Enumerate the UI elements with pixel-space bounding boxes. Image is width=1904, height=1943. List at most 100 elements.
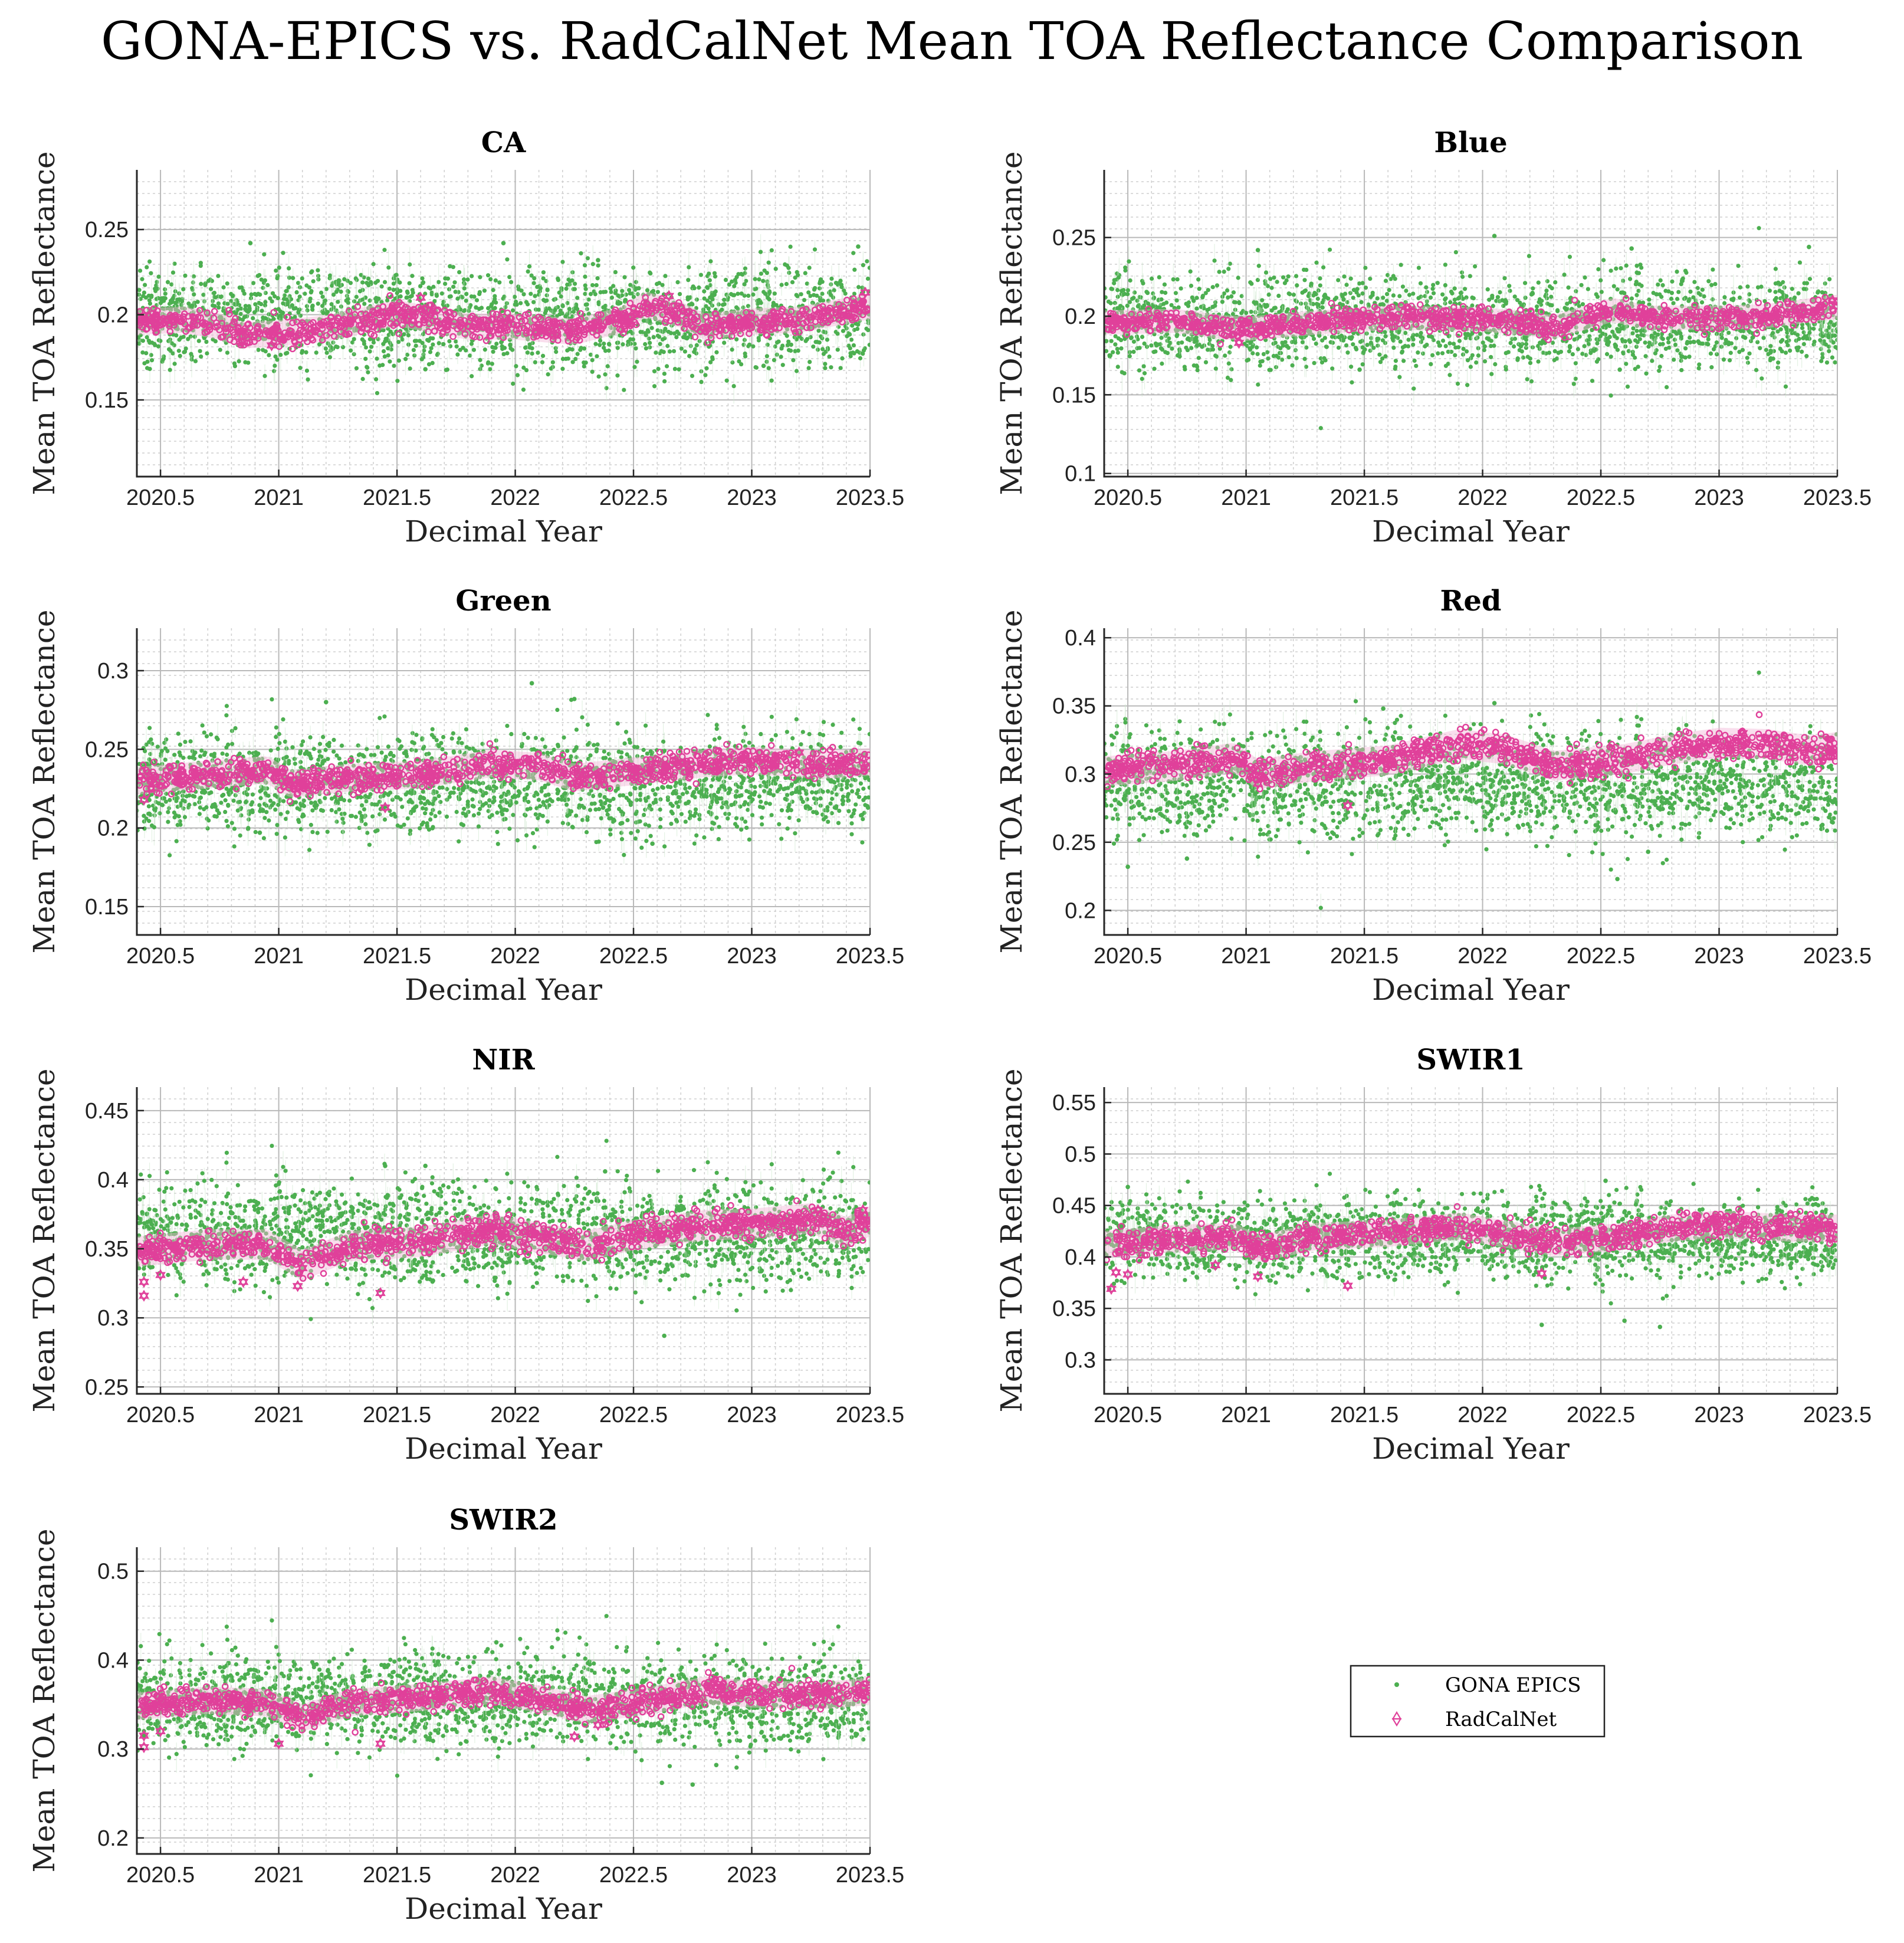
ca-gona-point	[470, 374, 474, 379]
ca-gona-point	[521, 365, 526, 370]
ca-gona-point	[544, 298, 549, 303]
ca-gona-point	[572, 287, 577, 291]
ca-gona-point	[560, 356, 566, 362]
ca-gona-point	[251, 281, 256, 285]
ca-radcalnet-outlier	[664, 290, 675, 302]
ca-gona-point	[704, 304, 708, 308]
ca-gona-point	[550, 360, 555, 365]
ca-radcalnet-point	[331, 321, 339, 329]
ca-gona-point	[560, 304, 565, 308]
ca-radcalnet-point	[176, 318, 184, 325]
ca-gona-point	[772, 357, 777, 363]
ca-radcalnet-point	[852, 315, 859, 322]
ca-radcalnet-point	[674, 319, 682, 326]
ca-radcalnet-point	[313, 326, 320, 334]
ca-gona-point	[751, 344, 756, 349]
ca-gona-point	[795, 294, 800, 298]
ca-gona-point	[435, 352, 440, 356]
ca-gona-point	[271, 369, 277, 373]
ca-xtick-label: 2021	[254, 485, 304, 510]
ca-gona-point	[337, 278, 342, 283]
ca-gona-point	[262, 278, 267, 283]
ca-radcalnet-point	[191, 317, 198, 324]
ca-radcalnet-point	[319, 336, 326, 344]
ca-radcalnet-point	[597, 311, 605, 319]
ca-gona-point	[367, 298, 372, 303]
ca-radcalnet-point	[170, 319, 177, 326]
ca-gona-point	[620, 288, 625, 293]
ca-radcalnet-point	[794, 320, 801, 327]
ca-gona-point	[277, 265, 281, 270]
ca-gona-point	[339, 289, 343, 294]
ca-gona-point	[186, 301, 191, 306]
ca-radcalnet-point	[469, 332, 477, 340]
ca-gona-point	[462, 286, 467, 291]
ca-gona-point	[565, 348, 570, 353]
ca-gona-point	[411, 347, 416, 353]
ca-gona-point	[191, 274, 196, 279]
ca-gona-point	[807, 265, 812, 270]
ca-radcalnet-point	[180, 316, 188, 323]
ca-radcalnet-point	[821, 307, 828, 314]
ca-gona-point	[623, 292, 628, 297]
ca-xtick-label: 2022	[490, 485, 540, 510]
ca-gona-point	[252, 310, 257, 315]
ca-gona-point	[595, 276, 600, 281]
ca-radcalnet-point	[605, 318, 612, 326]
ca-radcalnet-point	[523, 330, 530, 337]
ca-gona-point	[408, 294, 413, 299]
ca-gona-point	[371, 262, 376, 267]
ca-gona-point	[611, 284, 616, 288]
ca-gona-point	[486, 360, 491, 365]
ca-gona-point	[603, 349, 608, 353]
ca-gona-point	[494, 300, 498, 305]
ca-gona-point	[657, 334, 662, 339]
ca-gona-point	[852, 291, 857, 296]
ca-gona-point	[456, 290, 461, 294]
ca-gona-point	[609, 290, 613, 294]
ca-radcalnet-point	[537, 324, 544, 332]
blue-gona-point	[1455, 381, 1460, 386]
ca-gona-point	[461, 277, 467, 282]
ca-gona-point	[179, 335, 183, 340]
ca-gona-point	[225, 301, 230, 306]
ca-radcalnet-point	[425, 328, 432, 336]
ca-gona-point	[590, 357, 595, 363]
ca-gona-point	[267, 353, 271, 357]
ca-radcalnet-point	[218, 320, 226, 327]
ca-gona-point	[582, 346, 587, 351]
ca-gona-point	[287, 275, 292, 280]
ca-radcalnet-point	[796, 310, 803, 318]
ca-gona-point	[493, 345, 497, 350]
ca-gona-point	[737, 359, 741, 364]
ca-gona-point	[314, 350, 319, 355]
ca-gona-point	[203, 283, 208, 287]
ca-gona-point	[304, 368, 310, 373]
ca-gona-point	[501, 336, 506, 340]
ca-radcalnet-point	[334, 314, 342, 321]
ca-gona-point	[441, 299, 446, 304]
ca-gona-point	[342, 277, 347, 281]
ca-gona-point	[366, 276, 371, 281]
ca-gona-point	[363, 356, 368, 361]
blue-gona-point	[1368, 348, 1373, 353]
ca-gona-point	[805, 281, 809, 286]
ca-gona-point	[662, 371, 667, 376]
ca-gona-point	[779, 283, 784, 287]
blue-gona-point	[1351, 288, 1356, 293]
ca-radcalnet-outlier	[415, 291, 426, 304]
ca-gona-point	[406, 333, 411, 337]
ca-gona-point	[732, 284, 737, 288]
ca-gona-point	[395, 379, 400, 383]
ca-radcalnet-point	[493, 311, 500, 318]
ca-gona-point	[722, 297, 727, 302]
ca-radcalnet-point	[537, 316, 544, 323]
ca-gona-point	[710, 303, 715, 308]
ca-gona-point	[763, 291, 767, 296]
ca-gona-point	[631, 337, 636, 342]
ca-gona-point	[175, 297, 180, 302]
blue-gona-point	[1755, 285, 1761, 290]
ca-gona-point	[174, 333, 179, 338]
ca-gona-point	[482, 347, 487, 352]
ca-gona-point	[677, 332, 681, 336]
